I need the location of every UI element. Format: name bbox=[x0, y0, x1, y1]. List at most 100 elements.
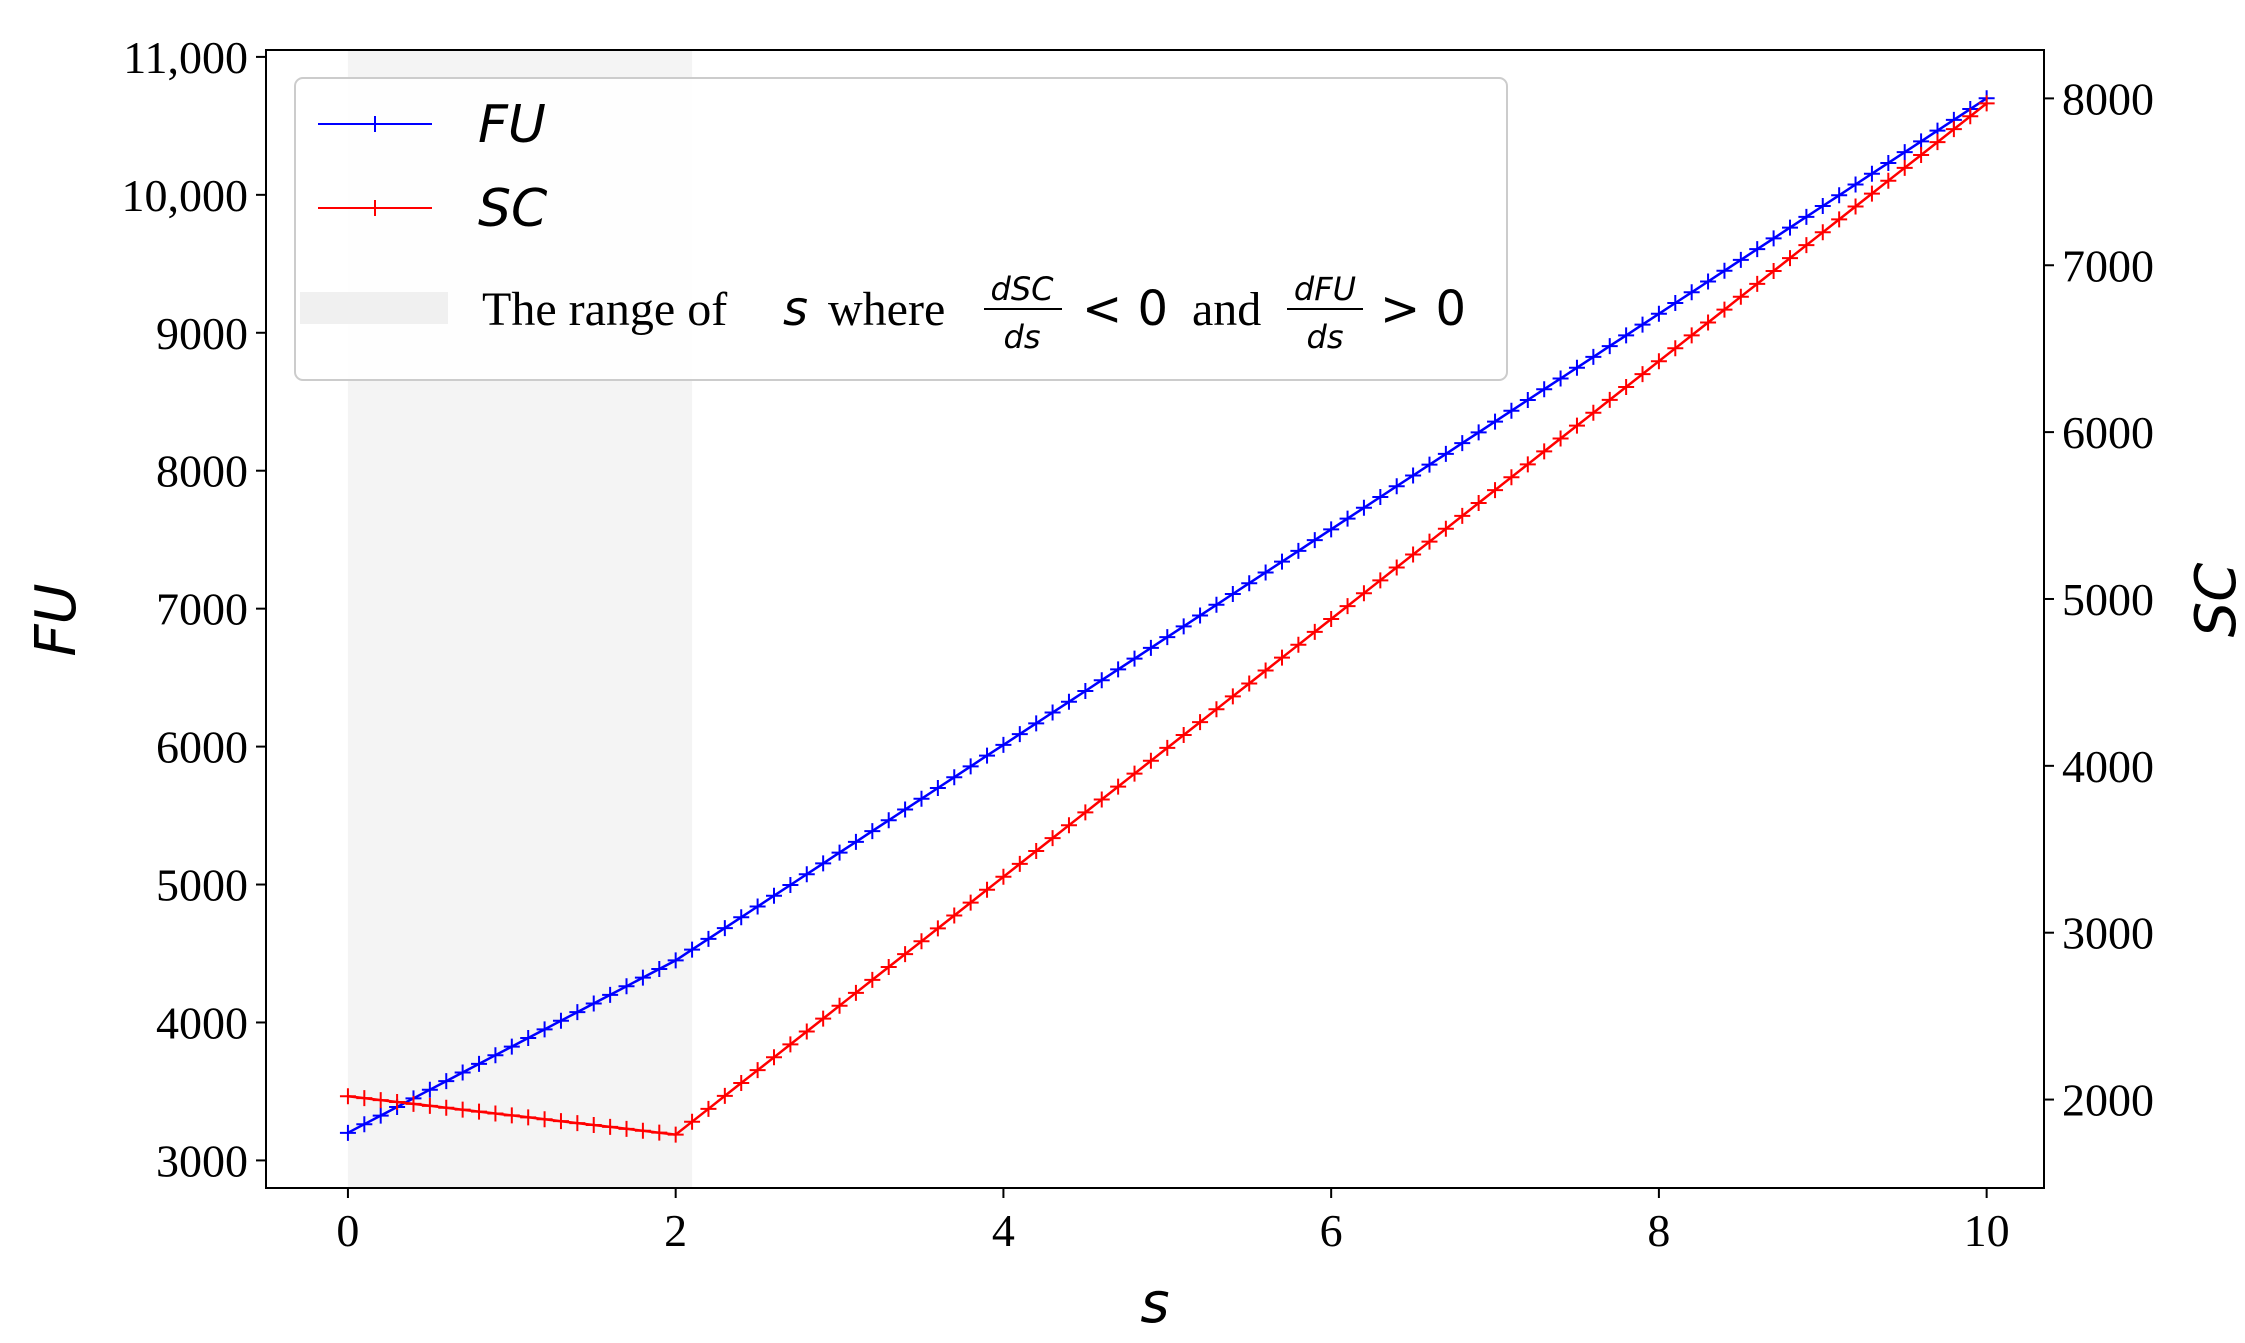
data-point-sc bbox=[1650, 353, 1667, 370]
legend-shade-var: s bbox=[783, 281, 808, 337]
data-point-fu bbox=[1601, 338, 1618, 355]
data-point-fu bbox=[1782, 219, 1798, 236]
data-point-sc bbox=[1618, 378, 1635, 395]
data-point-sc bbox=[913, 933, 930, 950]
right-y-tick-label: 3000 bbox=[2062, 908, 2154, 959]
data-point-sc bbox=[569, 1115, 586, 1132]
data-point-sc bbox=[995, 868, 1012, 885]
data-point-sc bbox=[1700, 314, 1717, 331]
legend-label-fu: FU bbox=[478, 95, 546, 155]
data-point-sc bbox=[1093, 791, 1110, 808]
data-point-sc bbox=[1847, 198, 1864, 215]
data-point-fu bbox=[700, 930, 717, 947]
data-point-fu bbox=[1487, 413, 1504, 430]
data-point-fu bbox=[1798, 208, 1815, 225]
data-point-sc bbox=[421, 1097, 438, 1114]
data-point-fu bbox=[1765, 230, 1782, 247]
data-point-fu bbox=[684, 941, 701, 958]
data-point-fu bbox=[782, 876, 799, 893]
data-point-sc bbox=[1929, 134, 1946, 151]
data-point-fu bbox=[1306, 532, 1323, 549]
data-point-fu bbox=[1077, 682, 1094, 699]
data-point-fu bbox=[536, 1021, 553, 1038]
data-point-fu bbox=[1585, 348, 1602, 365]
data-point-sc bbox=[962, 894, 979, 911]
data-point-sc bbox=[847, 984, 864, 1001]
data-point-fu bbox=[979, 747, 996, 764]
legend-frac2-den: ds bbox=[1307, 318, 1344, 356]
data-point-fu bbox=[946, 769, 963, 786]
data-point-fu bbox=[1568, 359, 1585, 376]
data-point-fu bbox=[1257, 564, 1274, 581]
left-axis-title: FU bbox=[24, 583, 89, 656]
data-point-fu bbox=[1536, 381, 1553, 398]
data-point-sc bbox=[1241, 675, 1258, 692]
x-tick-label: 0 bbox=[336, 1205, 359, 1256]
left-y-tick-label: 3000 bbox=[156, 1135, 248, 1186]
data-point-fu bbox=[1847, 176, 1864, 193]
legend-shade-text-3: and bbox=[1192, 283, 1261, 336]
data-point-sc bbox=[1257, 662, 1274, 679]
data-point-sc bbox=[1732, 288, 1749, 305]
left-y-tick-label: 10,000 bbox=[122, 170, 249, 221]
data-point-sc bbox=[1159, 739, 1176, 756]
data-point-fu bbox=[1126, 650, 1143, 667]
data-point-sc bbox=[1831, 211, 1848, 228]
data-point-fu bbox=[471, 1055, 488, 1072]
data-point-sc bbox=[1536, 443, 1553, 460]
legend-marker-sc bbox=[367, 200, 383, 216]
data-point-fu bbox=[1863, 165, 1880, 182]
legend-frac1-num: dSC bbox=[991, 270, 1055, 308]
left-y-tick-label: 8000 bbox=[156, 446, 248, 497]
data-point-sc bbox=[798, 1023, 815, 1040]
data-point-fu bbox=[1028, 715, 1045, 732]
x-tick-label: 8 bbox=[1647, 1205, 1670, 1256]
data-point-fu bbox=[503, 1038, 520, 1055]
data-point-sc bbox=[1601, 391, 1618, 408]
data-point-sc bbox=[372, 1092, 389, 1109]
data-point-sc bbox=[1814, 224, 1831, 241]
data-point-sc bbox=[602, 1118, 619, 1135]
data-point-sc bbox=[1962, 108, 1979, 125]
data-point-sc bbox=[1454, 507, 1471, 524]
data-point-fu bbox=[487, 1047, 504, 1064]
data-point-fu bbox=[733, 909, 750, 926]
right-y-tick-label: 2000 bbox=[2062, 1075, 2154, 1126]
data-point-fu bbox=[1732, 251, 1749, 268]
data-point-fu bbox=[1716, 262, 1733, 279]
data-point-sc bbox=[929, 920, 946, 937]
data-point-fu bbox=[1241, 575, 1258, 592]
data-point-sc bbox=[1405, 546, 1422, 563]
data-point-sc bbox=[716, 1087, 733, 1104]
data-point-sc bbox=[1585, 404, 1602, 421]
series-lines bbox=[339, 90, 1995, 1143]
x-tick-label: 10 bbox=[1964, 1205, 2010, 1256]
data-point-fu bbox=[1175, 618, 1192, 635]
series-sc bbox=[339, 95, 1995, 1143]
data-point-fu bbox=[1618, 327, 1635, 344]
data-point-fu bbox=[1372, 489, 1389, 506]
data-point-fu bbox=[1159, 629, 1176, 646]
data-point-fu bbox=[438, 1073, 455, 1090]
data-point-fu bbox=[831, 844, 848, 861]
data-point-fu bbox=[1274, 553, 1290, 570]
data-point-sc bbox=[1274, 649, 1290, 666]
data-point-fu bbox=[1323, 521, 1340, 538]
right-y-tick-label: 5000 bbox=[2062, 574, 2154, 625]
axis-ticks: 0 2 4 6 8 10 3000 4000 5000 6000 7000 8000 9000 10,00… bbox=[122, 32, 2155, 1256]
data-point-fu bbox=[1552, 370, 1569, 387]
data-point-sc bbox=[1896, 159, 1913, 176]
data-point-fu bbox=[1355, 499, 1372, 516]
data-point-sc bbox=[1470, 494, 1487, 511]
data-point-fu bbox=[1814, 198, 1831, 215]
data-point-sc bbox=[1175, 727, 1192, 744]
legend-shade-text-2: where bbox=[828, 283, 945, 336]
data-point-sc bbox=[1519, 456, 1536, 473]
data-point-sc bbox=[1011, 855, 1028, 872]
data-point-sc bbox=[1798, 237, 1815, 254]
data-point-sc bbox=[864, 971, 881, 988]
data-point-sc bbox=[1142, 752, 1159, 769]
left-y-tick-label: 11,000 bbox=[123, 32, 248, 83]
data-point-fu bbox=[1454, 435, 1471, 452]
